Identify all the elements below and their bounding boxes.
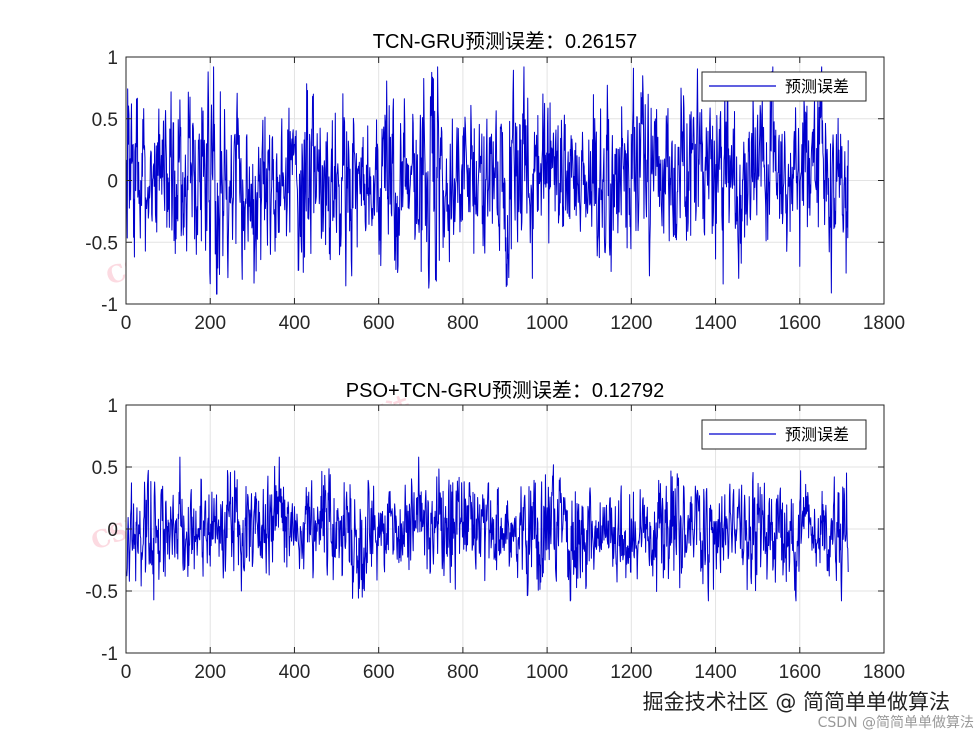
footer-watermark-text: CSDN @简简单单做算法 [817, 715, 974, 731]
x-tick-label-bottom: 200 [194, 662, 226, 683]
x-tick-label-bottom: 1800 [863, 662, 905, 683]
legend-label-bottom: 预测误差 [785, 425, 849, 444]
ticks-top [125, 56, 885, 305]
x-tick-label-top: 600 [363, 313, 395, 334]
x-tick-labels-bottom: 0 200 400 600 800 1000 1200 1400 1600 1800 [121, 662, 905, 683]
y-tick-label-bottom: -1 [101, 644, 118, 665]
legend-bottom: 预测误差 [701, 419, 867, 450]
legend-label-top: 预测误差 [785, 77, 849, 96]
legend-top: 预测误差 [701, 71, 867, 102]
footer-attribution: 掘金技术社区 @ 简简单单做算法 [642, 690, 950, 714]
chart-title-top: TCN-GRU预测误差：0.26157 [373, 30, 638, 53]
x-tick-label-bottom: 400 [279, 662, 311, 683]
x-tick-label-bottom: 1000 [526, 662, 568, 683]
x-tick-labels-top: 0 200 400 600 800 1000 1200 1400 1600 1800 [121, 313, 905, 334]
x-tick-label-bottom: 0 [121, 662, 132, 683]
x-tick-label-top: 1400 [694, 313, 736, 334]
chart-title-bottom: PSO+TCN-GRU预测误差：0.12792 [346, 379, 664, 402]
x-tick-label-top: 1200 [610, 313, 652, 334]
x-tick-label-top: 800 [447, 313, 479, 334]
x-tick-label-top: 200 [194, 313, 226, 334]
x-tick-label-bottom: 800 [447, 662, 479, 683]
chart-panel-top: 0 200 400 600 800 1000 1200 1400 1600 1800 -1 -0.5… [85, 30, 905, 334]
x-tick-label-bottom: 600 [363, 662, 395, 683]
ticks-bottom [125, 404, 885, 654]
x-tick-label-top: 1600 [779, 313, 821, 334]
y-tick-label-top: 1 [107, 48, 118, 69]
y-tick-labels-bottom: -1 -0.5 0 0.5 1 [85, 396, 118, 665]
y-tick-label-bottom: 0.5 [92, 458, 118, 479]
y-tick-label-top: -0.5 [85, 233, 118, 254]
x-tick-label-top: 400 [279, 313, 311, 334]
y-tick-label-top: -1 [101, 295, 118, 316]
x-tick-label-top: 1800 [863, 313, 905, 334]
x-tick-label-bottom: 1600 [779, 662, 821, 683]
error-series-line-top [125, 66, 849, 295]
x-tick-label-bottom: 1200 [610, 662, 652, 683]
y-tick-label-top: 0 [107, 172, 118, 193]
y-tick-labels-top: -1 -0.5 0 0.5 1 [85, 48, 118, 316]
x-tick-label-bottom: 1400 [694, 662, 736, 683]
y-tick-label-bottom: -0.5 [85, 582, 118, 603]
y-tick-label-bottom: 1 [107, 396, 118, 417]
y-tick-label-bottom: 0 [107, 520, 118, 541]
error-series-line-bottom [125, 456, 849, 602]
x-tick-label-top: 0 [121, 313, 132, 334]
x-tick-label-top: 1000 [526, 313, 568, 334]
chart-panel-bottom: 0 200 400 600 800 1000 1200 1400 1600 1800 -1 -0.5… [85, 379, 905, 683]
y-tick-label-top: 0.5 [92, 110, 118, 131]
